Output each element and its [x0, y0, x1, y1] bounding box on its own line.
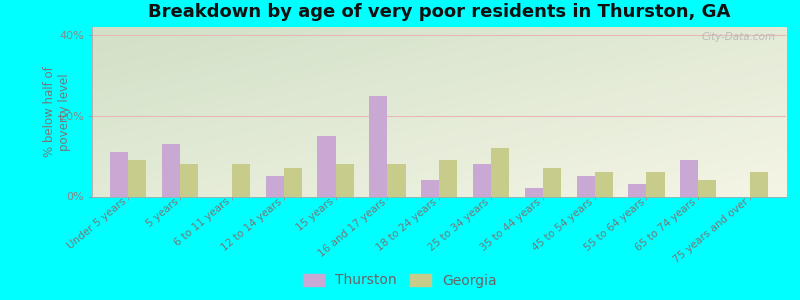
Text: 5 years: 5 years: [144, 196, 180, 229]
Text: 18 to 24 years: 18 to 24 years: [375, 196, 439, 253]
Bar: [473, 164, 491, 197]
Text: 15 years: 15 years: [294, 196, 335, 233]
Text: 45 to 54 years: 45 to 54 years: [530, 196, 594, 253]
Bar: [698, 180, 717, 196]
Text: Under 5 years: Under 5 years: [66, 196, 128, 251]
Bar: [421, 180, 439, 196]
Text: City-Data.com: City-Data.com: [702, 32, 776, 42]
Bar: [318, 136, 335, 196]
Bar: [370, 96, 387, 196]
Bar: [491, 148, 509, 196]
Text: 6 to 11 years: 6 to 11 years: [173, 196, 232, 248]
Bar: [594, 172, 613, 196]
Bar: [525, 188, 543, 196]
Text: 35 to 44 years: 35 to 44 years: [478, 196, 543, 253]
Bar: [680, 160, 698, 196]
Bar: [335, 164, 354, 197]
Bar: [266, 176, 284, 196]
Bar: [577, 176, 594, 196]
Y-axis label: % below half of
poverty level: % below half of poverty level: [43, 66, 71, 157]
Text: 16 and 17 years: 16 and 17 years: [316, 196, 387, 259]
Bar: [232, 164, 250, 197]
Bar: [750, 172, 768, 196]
Bar: [628, 184, 646, 196]
Legend: Thurston, Georgia: Thurston, Georgia: [298, 268, 502, 293]
Bar: [543, 168, 561, 196]
Text: 65 to 74 years: 65 to 74 years: [634, 196, 698, 253]
Bar: [284, 168, 302, 196]
Text: 25 to 34 years: 25 to 34 years: [426, 196, 491, 253]
Bar: [646, 172, 665, 196]
Text: 55 to 64 years: 55 to 64 years: [582, 196, 646, 253]
Bar: [387, 164, 406, 197]
Bar: [128, 160, 146, 196]
Bar: [180, 164, 198, 197]
Title: Breakdown by age of very poor residents in Thurston, GA: Breakdown by age of very poor residents …: [148, 3, 730, 21]
Text: 12 to 14 years: 12 to 14 years: [219, 196, 284, 253]
Bar: [439, 160, 458, 196]
Bar: [110, 152, 128, 196]
Bar: [162, 144, 180, 196]
Text: 75 years and over: 75 years and over: [671, 196, 750, 265]
